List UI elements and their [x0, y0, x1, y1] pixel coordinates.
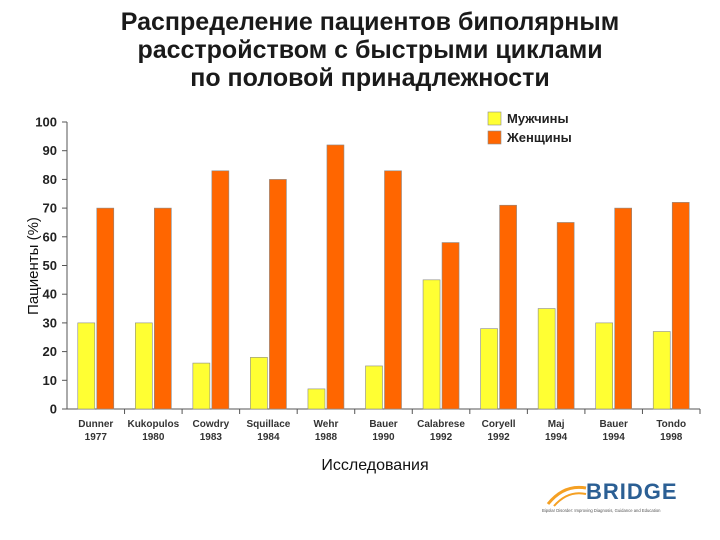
bar-female — [441, 242, 460, 410]
x-tick-label-year: 1992 — [430, 432, 453, 443]
x-tick-label-year: 1977 — [85, 432, 108, 443]
bar-male — [192, 362, 211, 410]
y-tick-label: 70 — [43, 201, 57, 216]
bar-female — [671, 202, 690, 410]
x-tick-label-year: 1983 — [200, 432, 223, 443]
x-tick-label-year: 1980 — [142, 432, 165, 443]
x-tick-label: Wehr — [314, 419, 339, 430]
x-tick-label-year: 1994 — [603, 432, 626, 443]
x-tick-label-year: 1994 — [545, 432, 568, 443]
legend-swatch — [487, 130, 502, 145]
bar-male — [480, 328, 498, 410]
y-tick-label: 80 — [43, 172, 57, 187]
y-tick-label: 30 — [43, 315, 57, 330]
y-tick-label: 40 — [43, 287, 57, 302]
bar-male — [422, 279, 441, 410]
bar-female — [269, 179, 287, 410]
x-tick-label: Cowdry — [193, 419, 230, 430]
x-tick-label: Bauer — [369, 419, 397, 430]
bar-male — [595, 322, 613, 410]
x-axis-title: Исследования — [321, 457, 428, 474]
bar-female — [154, 207, 172, 410]
x-tick-label: Maj — [548, 419, 565, 430]
y-tick-label: 50 — [43, 258, 57, 273]
bridge-logo: BRIDGE Bipolar Disorder: Improving Diagn… — [540, 476, 710, 536]
x-tick-label-year: 1998 — [660, 432, 683, 443]
bar-female — [211, 170, 230, 410]
x-tick-label-year: 1988 — [315, 432, 338, 443]
x-tick-label: Tondo — [656, 419, 686, 430]
x-tick-label: Bauer — [600, 419, 628, 430]
y-tick-label: 100 — [35, 115, 57, 130]
bar-female — [614, 207, 632, 410]
bar-female — [326, 144, 345, 410]
y-tick-label: 60 — [43, 229, 57, 244]
bar-female — [96, 207, 115, 410]
bar-male — [652, 331, 671, 410]
x-tick-label-year: 1992 — [487, 432, 510, 443]
y-axis-title: Пациенты (%) — [25, 217, 42, 315]
title-line-3: по половой принадлежности — [190, 64, 550, 92]
bar-male — [135, 322, 153, 410]
bar-female — [556, 222, 575, 410]
x-tick-label-year: 1990 — [372, 432, 395, 443]
title-line-1: Распределение пациентов биполярным — [120, 8, 620, 36]
x-tick-label: Squillace — [246, 419, 290, 430]
bar-male — [250, 357, 268, 410]
bar-female — [384, 170, 402, 410]
y-tick-label: 0 — [50, 402, 57, 417]
brand-name: BRIDGE — [586, 479, 678, 504]
brand-tagline: Bipolar Disorder: Improving Diagnosis, G… — [542, 508, 661, 513]
y-tick-label: 10 — [43, 373, 57, 388]
legend-label: Мужчины — [507, 111, 569, 126]
bar-male — [537, 308, 556, 410]
x-tick-label-year: 1984 — [257, 432, 280, 443]
legend-swatch — [487, 111, 502, 126]
y-tick-label: 90 — [43, 143, 57, 158]
x-tick-label: Calabrese — [417, 419, 465, 430]
chart-title: Распределение пациентов биполярным расст… — [30, 8, 710, 92]
title-line-2: расстройством с быстрыми циклами — [137, 36, 603, 64]
bridge-arc-icon — [546, 485, 587, 507]
bar-female — [499, 204, 517, 410]
bar-male — [77, 322, 96, 410]
x-tick-label: Kukopulos — [127, 419, 179, 430]
legend-label: Женщины — [506, 130, 572, 145]
bar-male — [307, 388, 326, 410]
bar-male — [365, 365, 383, 410]
x-tick-label: Coryell — [482, 419, 516, 430]
y-tick-label: 20 — [43, 344, 57, 359]
x-tick-label: Dunner — [78, 419, 113, 430]
